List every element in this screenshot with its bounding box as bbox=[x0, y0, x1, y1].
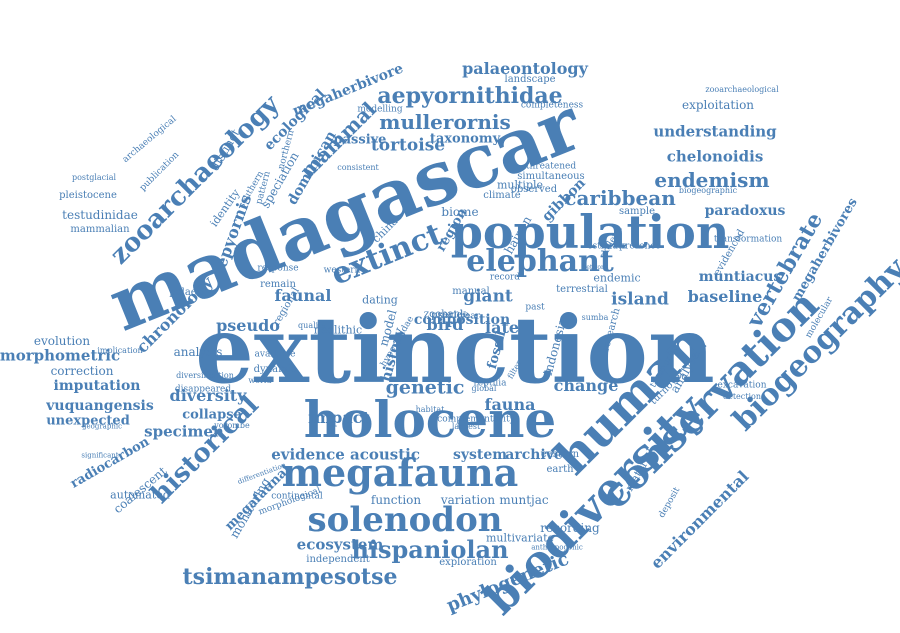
cloud-word: baseline bbox=[688, 289, 763, 305]
cloud-word: largest bbox=[452, 423, 480, 431]
cloud-word: modelling bbox=[357, 106, 402, 115]
cloud-word: function bbox=[371, 494, 421, 506]
cloud-word: environmental bbox=[648, 468, 752, 572]
cloud-word: island bbox=[611, 292, 669, 309]
cloud-word: passive bbox=[334, 134, 387, 147]
cloud-word: palaeo bbox=[169, 288, 202, 298]
cloud-word: vuquangensis bbox=[46, 399, 154, 413]
cloud-word: completeness bbox=[521, 102, 583, 111]
cloud-word: sumba bbox=[582, 314, 609, 322]
cloud-word: endemic bbox=[593, 273, 640, 284]
cloud-word: fauna bbox=[485, 397, 536, 413]
cloud-word: disappeared bbox=[175, 386, 231, 395]
cloud-word: significant bbox=[81, 453, 118, 460]
cloud-word: record bbox=[490, 274, 520, 283]
cloud-word: collapse bbox=[182, 409, 242, 422]
cloud-word: mammalian bbox=[70, 225, 129, 235]
cloud-word: eastern bbox=[541, 450, 579, 460]
cloud-word: observed bbox=[511, 185, 557, 195]
cloud-word: anthropogenic bbox=[531, 545, 583, 552]
cloud-word: detection bbox=[723, 393, 761, 401]
cloud-word: system bbox=[453, 448, 507, 462]
cloud-word: change bbox=[554, 378, 619, 394]
cloud-word: solenodon bbox=[308, 503, 503, 537]
cloud-word: postglacial bbox=[72, 174, 116, 182]
cloud-word: multivariate bbox=[486, 533, 554, 544]
cloud-word: chelonoidis bbox=[667, 150, 764, 165]
cloud-word: diversification bbox=[176, 372, 234, 380]
cloud-word: simultaneous bbox=[517, 172, 584, 182]
cloud-word: excavation bbox=[718, 382, 767, 391]
cloud-word: taxonomy bbox=[430, 133, 500, 146]
cloud-word: world bbox=[248, 377, 271, 385]
cloud-word: western bbox=[324, 267, 361, 276]
cloud-word: evolution bbox=[34, 335, 90, 347]
cloud-word: mullerornis bbox=[379, 112, 510, 132]
cloud-word: quality bbox=[298, 322, 326, 330]
cloud-word: automated bbox=[110, 490, 170, 501]
cloud-word: implication bbox=[97, 347, 142, 355]
cloud-word: dynamic bbox=[254, 365, 297, 375]
cloud-word: elephant bbox=[466, 247, 613, 277]
cloud-word: terrestrial bbox=[556, 285, 608, 295]
cloud-word: vorombe bbox=[214, 422, 249, 430]
cloud-word: manual bbox=[452, 287, 490, 297]
cloud-word: correction bbox=[51, 365, 114, 377]
cloud-word: ecosystem bbox=[297, 538, 384, 553]
cloud-word: biogeographic bbox=[679, 187, 737, 195]
cloud-word: acoustic bbox=[350, 448, 420, 463]
cloud-word: impact bbox=[308, 410, 370, 426]
cloud-word: provide bbox=[431, 311, 469, 321]
cloud-word: pseudo bbox=[216, 318, 280, 334]
cloud-word: analysis bbox=[174, 346, 223, 358]
cloud-word: sample bbox=[619, 207, 655, 217]
cloud-word: earth bbox=[546, 465, 573, 475]
cloud-word: landscape bbox=[504, 75, 555, 85]
cloud-word: habitat bbox=[416, 406, 445, 414]
cloud-word: past bbox=[525, 304, 544, 313]
cloud-word: exploration bbox=[439, 558, 497, 568]
cloud-word: geographic bbox=[82, 424, 122, 431]
cloud-word: dating bbox=[362, 295, 398, 306]
cloud-word: available bbox=[255, 351, 296, 360]
cloud-word: continental bbox=[271, 493, 323, 502]
cloud-word: transformation bbox=[714, 236, 782, 245]
cloud-word: variation bbox=[441, 494, 495, 506]
cloud-word: tsimanampesotse bbox=[183, 566, 398, 588]
cloud-word: paradoxus bbox=[705, 204, 786, 218]
cloud-word: specimen bbox=[144, 425, 224, 440]
cloud-word: deposit bbox=[658, 486, 682, 519]
cloud-word: pleistocene bbox=[59, 191, 117, 201]
cloud-word: genetic bbox=[386, 379, 465, 398]
cloud-word: exploitation bbox=[682, 99, 754, 111]
cloud-word: zooarchaeological bbox=[705, 86, 778, 94]
cloud-word: response bbox=[257, 265, 298, 274]
cloud-word: muntjac bbox=[499, 494, 548, 506]
cloud-word: evidence bbox=[271, 448, 345, 463]
cloud-word: network bbox=[582, 265, 607, 271]
cloud-word: consistent bbox=[337, 164, 379, 172]
cloud-word: global bbox=[472, 385, 497, 393]
cloud-word: imputation bbox=[54, 379, 141, 393]
cloud-word: testudinidae bbox=[62, 209, 138, 221]
cloud-word: independent bbox=[306, 555, 370, 565]
cloud-word: understanding bbox=[653, 125, 776, 140]
